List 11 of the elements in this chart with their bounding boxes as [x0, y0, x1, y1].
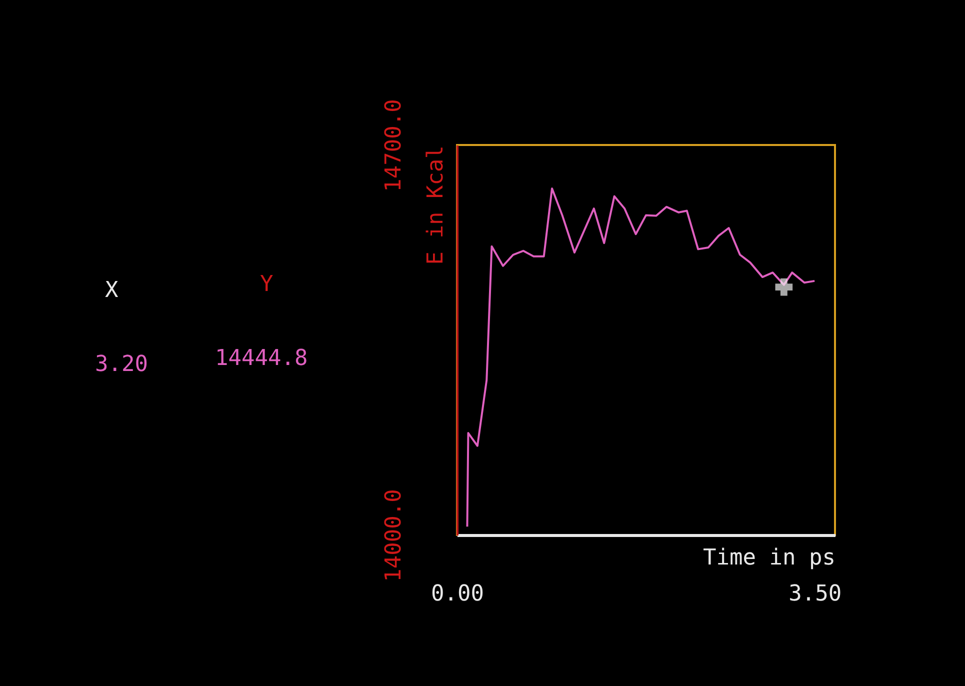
text: 14444.8: [215, 346, 308, 371]
y-tick-label: 14000.0: [382, 489, 406, 582]
text: Y: [260, 272, 274, 297]
line-series: [466, 187, 816, 528]
x-tick-label: 3.50: [788, 582, 842, 606]
text: X: [105, 278, 118, 303]
x-axis-title: Time in ps: [703, 546, 836, 570]
text: 3.20: [95, 352, 148, 377]
y-axis-title: E in Kcal: [424, 146, 448, 265]
x-tick-label: 0.00: [431, 582, 484, 606]
y-tick-label: 14700.0: [382, 99, 406, 192]
